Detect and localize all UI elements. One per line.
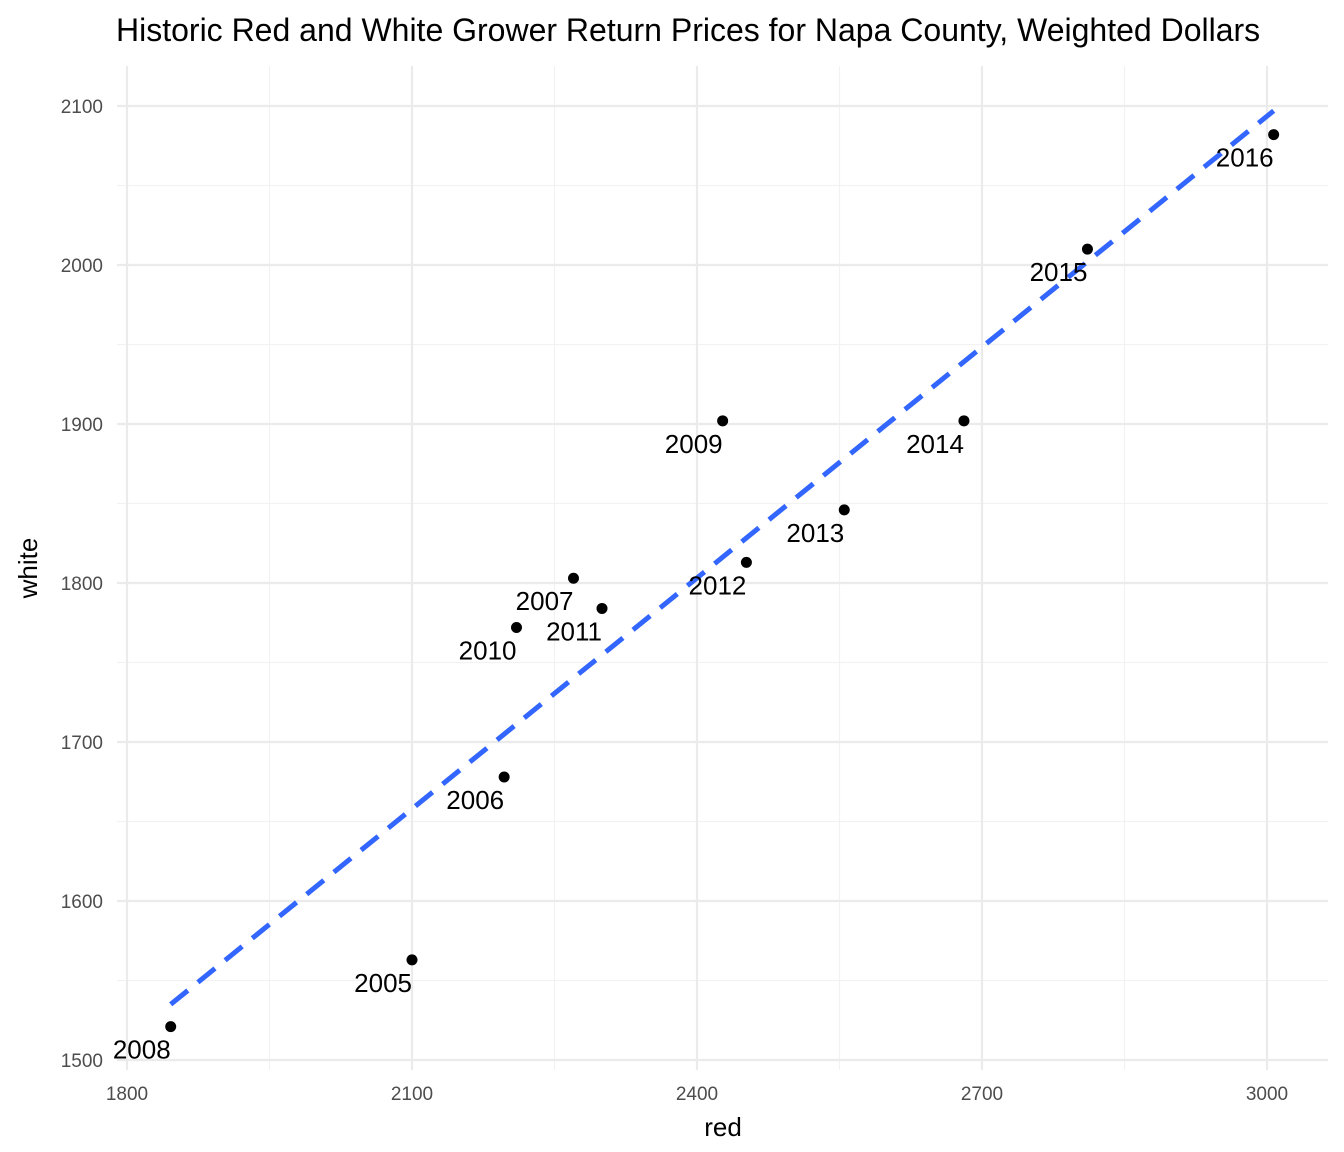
point-label: 2015 (1030, 257, 1088, 287)
data-point (838, 504, 850, 516)
x-tick-label: 2700 (961, 1084, 1003, 1105)
x-axis-label: red (704, 1112, 742, 1142)
x-tick-label: 2100 (391, 1084, 433, 1105)
point-label: 2008 (113, 1035, 171, 1065)
point-label: 2011 (546, 616, 602, 646)
point-label: 2012 (689, 570, 747, 600)
x-tick-label: 2400 (676, 1084, 718, 1105)
data-point (717, 415, 729, 427)
x-tick-label: 1800 (106, 1084, 148, 1105)
data-point (596, 602, 608, 614)
y-tick-label: 1700 (61, 733, 103, 754)
y-tick-label: 2000 (61, 256, 103, 277)
y-tick-label: 2100 (61, 97, 103, 118)
point-label: 2005 (354, 968, 412, 998)
point-labels: 2005 2006 2007 2008 2009 2010 2011 2012 2013 2014… (113, 143, 1274, 1065)
data-point (498, 771, 510, 783)
point-label: 2006 (446, 785, 504, 815)
y-tick-label: 1500 (61, 1051, 103, 1072)
y-tick-label: 1800 (61, 574, 103, 595)
point-label: 2016 (1216, 143, 1274, 173)
data-point (165, 1021, 177, 1033)
y-tick-label: 1900 (61, 415, 103, 436)
x-axis-ticks: 1800 2100 2400 2700 3000 (106, 1084, 1288, 1105)
data-point (1268, 129, 1280, 141)
x-tick-label: 3000 (1246, 1084, 1288, 1105)
data-point (568, 572, 579, 584)
data-point (740, 556, 752, 568)
data-point (958, 415, 970, 427)
point-label: 2013 (786, 518, 844, 548)
data-point (511, 622, 522, 634)
point-label: 2009 (665, 429, 723, 459)
grid (117, 66, 1328, 1070)
y-tick-label: 1600 (61, 892, 103, 913)
chart-title: Historic Red and White Grower Return Pri… (116, 12, 1260, 48)
y-axis-ticks: 1500 1600 1700 1800 1900 2000 2100 (61, 97, 103, 1072)
point-label: 2010 (459, 636, 517, 666)
point-label: 2014 (906, 429, 964, 459)
trend-line-group (169, 108, 1276, 1007)
y-axis-label: white (13, 538, 43, 600)
trend-line (169, 108, 1276, 1007)
point-label: 2007 (516, 586, 574, 616)
data-points (165, 129, 1280, 1033)
data-point (1081, 243, 1093, 255)
data-point (406, 954, 418, 966)
